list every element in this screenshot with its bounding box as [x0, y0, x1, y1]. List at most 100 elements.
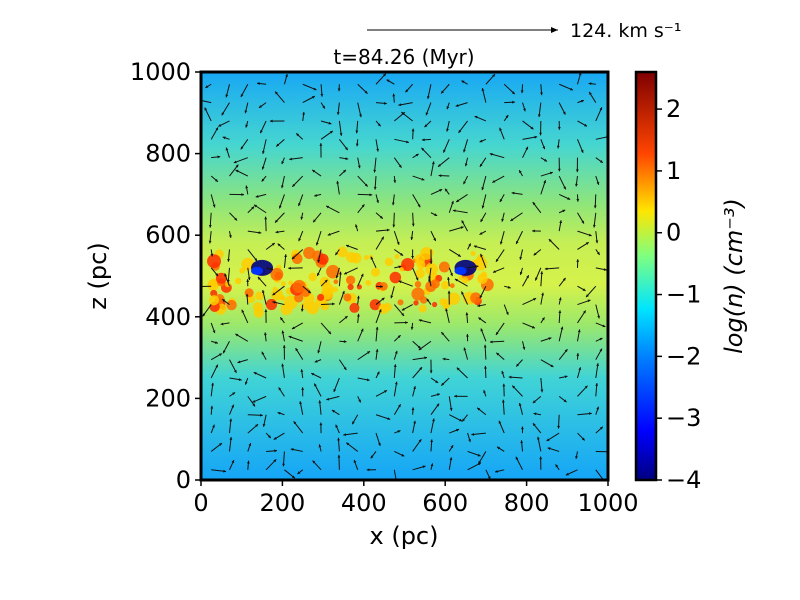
velocity-vector-head	[358, 399, 361, 403]
velocity-vector-head	[314, 359, 318, 363]
velocity-vector-head	[436, 393, 440, 397]
velocity-vector-head	[215, 178, 218, 182]
velocity-vector-head	[499, 241, 503, 245]
velocity-vector-head	[333, 388, 337, 392]
velocity-vector-head	[295, 348, 299, 352]
velocity-vector-head	[583, 310, 586, 314]
velocity-vector-head	[317, 259, 321, 263]
velocity-vector-head	[536, 436, 540, 440]
velocity-vector-head	[269, 119, 273, 123]
velocity-vector-head	[344, 316, 348, 319]
velocity-vector-head	[222, 136, 226, 140]
velocity-vector-head	[208, 224, 212, 228]
velocity-vector-head	[492, 179, 496, 183]
velocity-vector-head	[446, 106, 450, 110]
velocity-vector-head	[474, 115, 478, 119]
velocity-vector-head	[543, 180, 547, 184]
velocity-vector-head	[255, 194, 259, 198]
velocity-vector-head	[477, 407, 481, 411]
velocity-vector-head	[436, 403, 440, 407]
velocity-vector-head	[439, 189, 443, 192]
velocity-vector-head	[223, 469, 227, 473]
velocity-vector-head	[449, 457, 453, 461]
velocity-vector-head	[331, 410, 335, 413]
velocity-vector-head	[398, 265, 402, 269]
velocity-vector-head	[273, 436, 277, 440]
velocity-vector-head	[563, 399, 567, 403]
velocity-vector-head	[393, 180, 397, 183]
velocity-vector-head	[418, 439, 422, 443]
velocity-vector-head	[227, 258, 231, 262]
velocity-vector-head	[225, 147, 229, 151]
velocity-vector-head	[339, 132, 343, 136]
dense-gas-blob	[379, 282, 388, 291]
velocity-vector-head	[300, 369, 304, 373]
velocity-vector-head	[496, 352, 500, 356]
velocity-vector-head	[254, 204, 258, 208]
velocity-vector-head	[378, 309, 382, 313]
velocity-vector-head	[262, 151, 265, 154]
velocity-vector-head	[370, 256, 374, 260]
dense-gas-blob	[280, 281, 286, 287]
dense-gas-blob	[210, 289, 218, 297]
velocity-vector-head	[481, 205, 485, 209]
velocity-vector-head	[505, 311, 509, 315]
dense-gas-blob	[272, 286, 278, 292]
velocity-vector-head	[430, 463, 434, 467]
velocity-vector-head	[563, 186, 566, 190]
velocity-vector-head	[355, 143, 359, 147]
velocity-vector-head	[359, 114, 362, 118]
velocity-vector-head	[421, 147, 425, 151]
velocity-vector-head	[339, 271, 342, 275]
velocity-vector-head	[319, 422, 323, 426]
y-axis-label: z (pc)	[84, 242, 112, 309]
velocity-vector-head	[335, 424, 339, 428]
velocity-vector-head	[251, 206, 255, 210]
dense-gas-blob	[317, 293, 325, 301]
velocity-vector-head	[288, 335, 292, 339]
velocity-vector-head	[479, 295, 483, 299]
velocity-vector-head	[461, 80, 465, 84]
dense-gas-blob	[252, 301, 263, 312]
velocity-vector-head	[384, 101, 387, 105]
plot-frame	[199, 70, 610, 482]
velocity-vector-head	[343, 367, 347, 370]
velocity-vector-head	[313, 87, 317, 91]
velocity-vector-head	[532, 423, 536, 427]
velocity-vector-head	[418, 347, 422, 351]
dense-gas-blob	[413, 300, 419, 306]
velocity-vector-head	[352, 421, 355, 425]
velocity-vector-head	[461, 291, 464, 295]
velocity-vector-head	[285, 73, 288, 77]
velocity-vector-head	[312, 460, 316, 464]
velocity-vector-head	[240, 146, 244, 150]
velocity-vector-head	[329, 130, 333, 134]
velocity-vector-head	[480, 328, 484, 332]
velocity-vector-head	[267, 435, 271, 439]
velocity-vector-head	[502, 383, 506, 387]
dense-gas-blob	[397, 299, 404, 306]
velocity-vector-head	[299, 401, 303, 405]
velocity-vector-head	[345, 147, 348, 151]
velocity-vector-head	[454, 394, 457, 398]
velocity-vector-head	[447, 290, 451, 294]
dense-gas-blob	[473, 257, 488, 271]
velocity-vector-head	[245, 293, 249, 297]
dense-gas-blob	[438, 261, 450, 273]
velocity-vector-head	[324, 279, 328, 283]
velocity-reference-label: 124. km s⁻¹	[570, 20, 681, 42]
y-tick-label: 0	[176, 466, 191, 494]
dense-gas-blob	[333, 279, 339, 285]
velocity-vector-head	[244, 110, 248, 114]
velocity-vector-head	[234, 217, 238, 221]
velocity-vector-head	[468, 439, 471, 443]
velocity-vector-head	[215, 273, 219, 277]
velocity-vector-head	[581, 220, 584, 224]
dense-gas-blob	[449, 283, 455, 289]
velocity-vector-head	[489, 152, 493, 156]
dense-gas-blob	[235, 277, 242, 285]
velocity-vector-head	[211, 382, 214, 386]
velocity-vector-head	[397, 430, 401, 433]
velocity-vector-head	[455, 104, 459, 107]
